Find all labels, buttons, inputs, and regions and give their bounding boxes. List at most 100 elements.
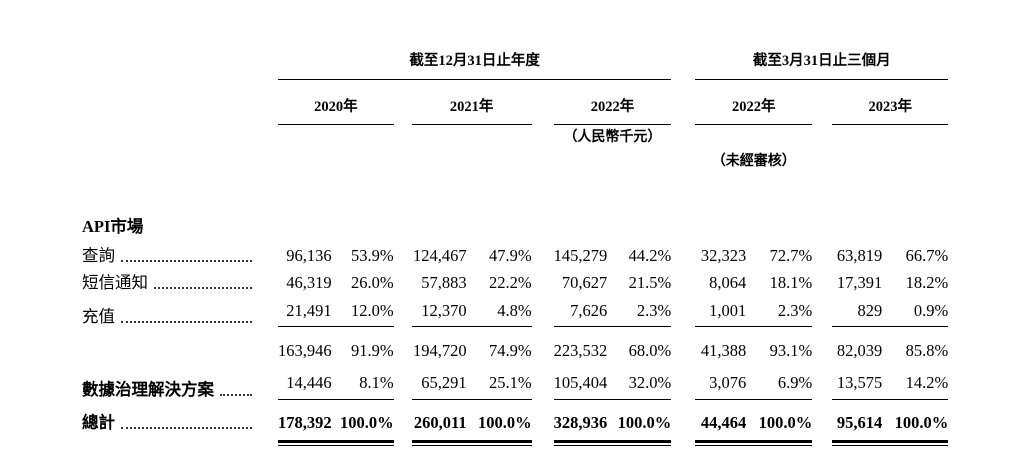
year-header-2020: 2020年 <box>278 79 394 125</box>
section-header-row: API市場 <box>82 211 948 239</box>
double-rule <box>746 440 813 446</box>
value-cell: 95,614 <box>836 413 883 432</box>
table-row-query: 查詢 96,136 53.9% 124,467 47.9% 145,279 44… <box>82 239 948 266</box>
dot-leader <box>121 320 252 323</box>
year-header-q1-2023: 2023年 <box>832 79 949 125</box>
unaudited-note: （未經審核） <box>711 154 796 169</box>
percent-cell: 74.9% <box>489 341 532 360</box>
value-cell: 21,491 <box>278 293 332 327</box>
unit-note-row: （人民幣千元） <box>82 125 948 148</box>
revenue-breakdown-table: 截至12月31日止年度 截至3月31日止三個月 2020年 2021年 2022… <box>82 30 949 449</box>
percent-cell: 12.0% <box>331 293 394 327</box>
value-cell: 32,323 <box>700 246 747 265</box>
row-label-query: 查詢 <box>82 246 115 265</box>
percent-cell: 8.1% <box>331 363 394 400</box>
value-cell: 178,392 <box>278 413 332 432</box>
percent-cell: 100.0% <box>340 413 394 432</box>
percent-cell: 26.0% <box>351 273 394 292</box>
row-label-total: 總計 <box>82 413 115 432</box>
percent-cell: 66.7% <box>905 246 949 265</box>
value-cell: 145,279 <box>553 246 608 265</box>
percent-cell: 25.1% <box>466 363 532 400</box>
table-row-data-governance-solutions: 數據治理解決方案 14,446 8.1% 65,291 25.1% 105,40… <box>82 363 949 400</box>
value-cell: 82,039 <box>836 341 883 360</box>
percent-cell: 85.8% <box>905 341 949 360</box>
value-cell: 46,319 <box>286 273 332 292</box>
dot-leader <box>220 393 252 396</box>
value-cell: 3,076 <box>695 363 747 400</box>
percent-cell: 100.0% <box>758 413 813 432</box>
percent-cell: 47.9% <box>489 246 532 265</box>
value-cell: 105,404 <box>553 363 608 400</box>
spacer-row <box>82 173 948 211</box>
value-cell: 44,464 <box>700 413 747 432</box>
percent-cell: 91.9% <box>351 341 394 360</box>
value-cell: 8,064 <box>709 273 747 292</box>
unaudited-note-row: （未經審核） <box>82 147 948 173</box>
percent-cell: 100.0% <box>478 413 532 432</box>
value-cell: 1,001 <box>695 293 747 327</box>
table-row-top-up: 充值 21,491 12.0% 12,370 4.8% 7,626 2.3% 1… <box>82 293 949 327</box>
percent-cell: 14.2% <box>882 363 949 400</box>
value-cell: 260,011 <box>413 413 467 432</box>
dot-leader <box>154 287 252 289</box>
percent-cell: 0.9% <box>882 293 949 327</box>
value-cell: 14,446 <box>278 363 332 400</box>
value-cell: 96,136 <box>286 246 332 265</box>
percent-cell: 6.9% <box>746 363 813 400</box>
row-label-top-up: 充值 <box>82 306 115 326</box>
value-cell: 63,819 <box>836 246 883 265</box>
year-header-2022: 2022年 <box>553 79 672 125</box>
double-rule <box>695 440 747 446</box>
double-rule <box>278 440 332 446</box>
table-row-sms-notification: 短信通知 46,319 26.0% 57,883 22.2% 70,627 21… <box>82 266 948 293</box>
dot-leader <box>121 427 252 429</box>
double-rule <box>882 440 949 446</box>
percent-cell: 100.0% <box>617 413 672 432</box>
value-cell: 328,936 <box>553 413 608 432</box>
section-header-api-marketplace: API市場 <box>82 217 144 236</box>
value-cell: 829 <box>832 293 883 327</box>
percent-cell: 2.3% <box>607 293 672 327</box>
period-group-header-row: 截至12月31日止年度 截至3月31日止三個月 <box>82 30 949 80</box>
percent-cell: 22.2% <box>489 273 532 292</box>
row-label-sms-notification: 短信通知 <box>82 273 148 292</box>
double-rule <box>466 440 532 446</box>
value-cell: 223,532 <box>553 341 608 360</box>
value-cell: 70,627 <box>561 273 608 292</box>
group-header-three-months-mar31: 截至3月31日止三個月 <box>695 30 949 80</box>
value-cell: 7,626 <box>553 293 608 327</box>
dot-leader <box>121 260 252 262</box>
value-cell: 124,467 <box>413 246 467 265</box>
total-double-rule-row <box>82 437 949 449</box>
percent-cell: 4.8% <box>466 293 532 327</box>
double-rule <box>411 440 467 446</box>
value-cell: 13,575 <box>832 363 883 400</box>
percent-cell: 32.0% <box>607 363 672 400</box>
table-row-total: 總計 178,392 100.0% 260,011 100.0% 328,936… <box>82 400 948 438</box>
year-header-row: 2020年 2021年 2022年 2022年 2023年 <box>82 79 949 125</box>
value-cell: 12,370 <box>411 293 467 327</box>
value-cell: 194,720 <box>413 341 467 360</box>
year-header-q1-2022: 2022年 <box>695 79 813 125</box>
double-rule <box>607 440 672 446</box>
percent-cell: 18.2% <box>905 273 949 292</box>
percent-cell: 100.0% <box>894 413 949 432</box>
value-cell: 41,388 <box>700 341 747 360</box>
row-label-data-governance-solutions: 數據治理解決方案 <box>82 379 214 399</box>
value-cell: 65,291 <box>411 363 467 400</box>
table-row-api-subtotal: 163,946 91.9% 194,720 74.9% 223,532 68.0… <box>82 327 948 364</box>
value-cell: 57,883 <box>421 273 467 292</box>
value-cell: 17,391 <box>836 273 883 292</box>
percent-cell: 18.1% <box>769 273 813 292</box>
percent-cell: 68.0% <box>628 341 672 360</box>
double-rule <box>553 440 608 446</box>
percent-cell: 2.3% <box>746 293 813 327</box>
percent-cell: 93.1% <box>769 341 813 360</box>
year-header-2021: 2021年 <box>411 79 532 125</box>
value-cell: 163,946 <box>278 341 332 360</box>
percent-cell: 44.2% <box>628 246 672 265</box>
double-rule <box>832 440 883 446</box>
double-rule <box>331 440 394 446</box>
